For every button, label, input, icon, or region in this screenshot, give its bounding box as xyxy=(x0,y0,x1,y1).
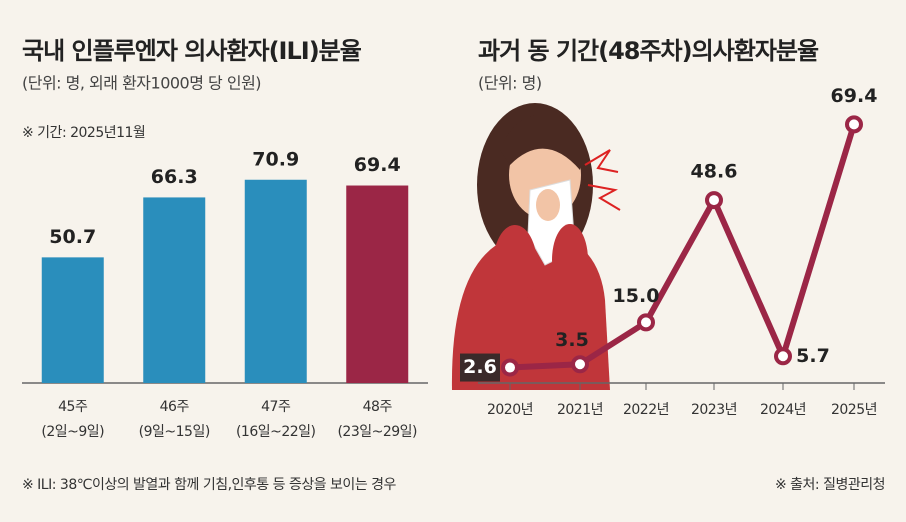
illustration xyxy=(451,103,621,390)
chart-title: 과거 동 기간(48주차)의사환자분율 xyxy=(478,37,819,65)
value-label: 3.5 xyxy=(555,329,589,351)
chart-note: ※ 기간: 2025년11월 xyxy=(22,125,145,141)
value-label: 48.6 xyxy=(691,161,738,183)
chart-title: 국내 인플루엔자 의사환자(ILI)분율 xyxy=(22,37,362,65)
footnote: ※ ILI: 38℃이상의 발열과 함께 기침,인후통 등 증상을 보이는 경우 xyxy=(22,477,397,493)
bar xyxy=(244,179,307,383)
point xyxy=(705,191,723,210)
x-tick-sublabel: (16일~22일) xyxy=(236,424,316,440)
line xyxy=(509,123,857,371)
value-label: 69.4 xyxy=(354,154,401,176)
x-tick-label: 2020년 xyxy=(487,402,533,418)
point xyxy=(637,313,655,332)
chart-subtitle: (단위: 명, 외래 환자1000명 당 인원) xyxy=(22,74,261,93)
x-tick-label: 2023년 xyxy=(691,402,737,418)
x-tick-sublabel: (23일~29일) xyxy=(337,424,417,440)
x-tick-label: 46주 xyxy=(160,399,190,415)
label-box xyxy=(460,353,500,382)
point xyxy=(571,355,589,374)
source: ※ 출처: 질병관리청 xyxy=(775,477,885,493)
x-tick-label: 2025년 xyxy=(831,402,877,418)
value-label: 50.7 xyxy=(49,226,96,248)
x-tick-label: 47주 xyxy=(261,399,291,415)
value-label: 69.4 xyxy=(831,85,878,107)
x-tick-sublabel: (9일~15일) xyxy=(139,424,210,440)
bar xyxy=(346,185,409,383)
x-tick-label: 48주 xyxy=(363,399,393,415)
x-tick-label: 2022년 xyxy=(623,402,669,418)
value-label: 66.3 xyxy=(151,166,198,188)
point xyxy=(774,347,792,366)
x-tick-sublabel: (2일~9일) xyxy=(41,424,104,440)
x-tick-label: 2024년 xyxy=(760,402,806,418)
value-label: 15.0 xyxy=(613,285,660,307)
x-tick-label: 2021년 xyxy=(557,402,603,418)
value-label: 70.9 xyxy=(252,148,299,170)
chart-subtitle: (단위: 명) xyxy=(478,74,542,93)
value-label: 5.7 xyxy=(796,345,830,367)
point xyxy=(501,358,519,377)
x-tick-label: 45주 xyxy=(58,399,88,415)
value-label: 2.6 xyxy=(463,356,497,378)
bar xyxy=(41,257,104,383)
bar xyxy=(143,197,206,383)
point xyxy=(845,115,863,134)
